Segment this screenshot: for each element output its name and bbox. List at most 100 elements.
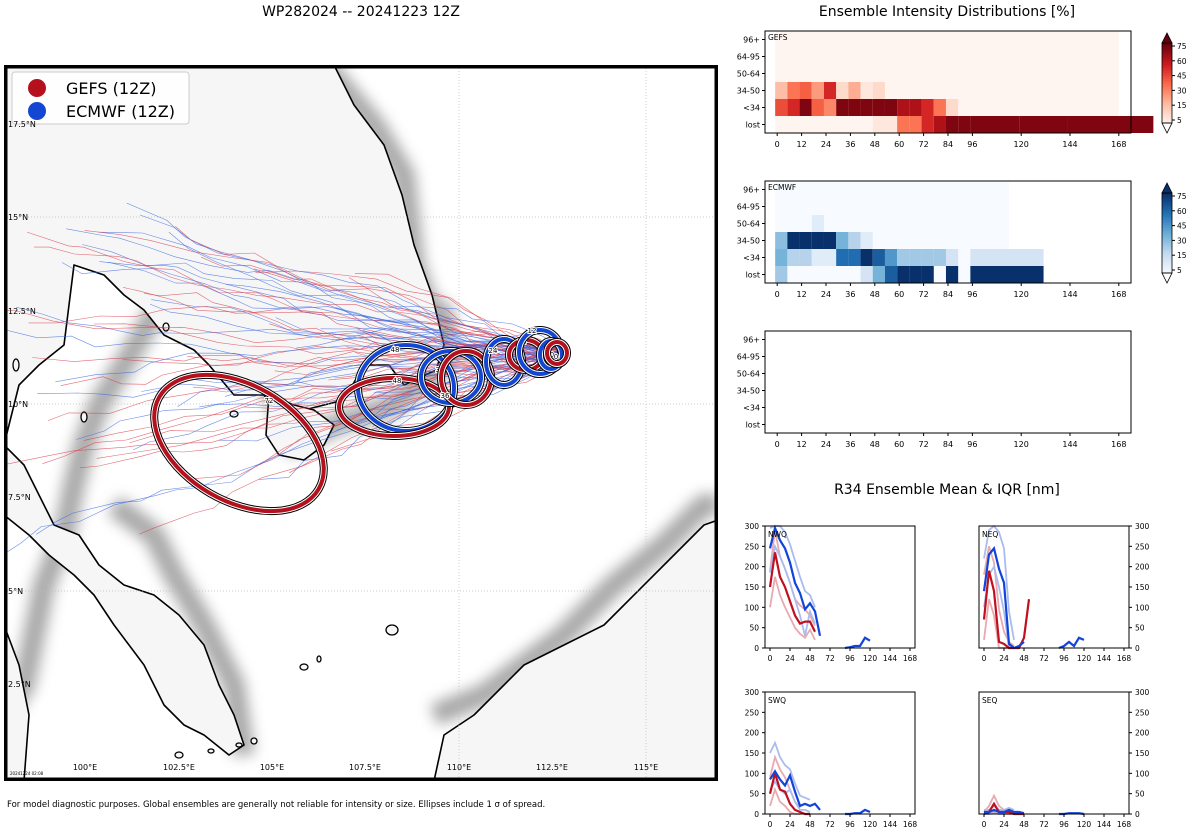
- x-tick-label: 24: [821, 440, 831, 449]
- r34-series-line: [983, 524, 1015, 641]
- heatmap-cell: [1104, 116, 1154, 133]
- heatmap-cell: [945, 116, 959, 133]
- lon-label: 115°E: [634, 763, 658, 772]
- ellipse-hour-label: 36: [441, 392, 450, 400]
- y-tick-label: 96+: [743, 36, 760, 45]
- colorbar-segment: [1162, 93, 1172, 96]
- colorbar-tick-label: 15: [1177, 251, 1187, 260]
- heatmap-cell: [897, 249, 910, 266]
- heatmap-cell: [884, 266, 898, 283]
- colorbar-segment: [1162, 109, 1172, 112]
- gefs-intensity-heatmap: 96+ 64-95 50-64 34-50 <34 lost 0 12 24 36 48 60 72 84…: [737, 30, 1187, 149]
- lon-label: 105°E: [260, 763, 284, 772]
- heatmap-cell: [1067, 116, 1117, 133]
- map-latitude-labels: 17.5°N 15°N 12.5°N 10°N 7.5°N 5°N 2.5°N: [8, 120, 36, 689]
- heatmap-cell: [884, 249, 898, 266]
- colorbar-segment: [1162, 101, 1172, 104]
- heatmap-cell: [799, 249, 812, 266]
- member-track: [16, 306, 560, 352]
- member-track: [200, 256, 560, 356]
- heatmap-cell: [921, 99, 934, 116]
- heatmap-cell: [945, 266, 959, 283]
- heatmap-frame: [764, 330, 1132, 434]
- x-tick-label: 120: [1014, 290, 1029, 299]
- y-tick-label: 34-50: [737, 87, 760, 96]
- r34-panel-label: NEQ: [982, 530, 998, 539]
- lon-label: 107.5°E: [349, 763, 381, 772]
- y-tick-label: 50: [749, 790, 759, 799]
- y-tick-label: 64-95: [737, 353, 760, 362]
- member-track: [177, 345, 560, 407]
- heatmap-cell: [787, 99, 800, 116]
- ellipse-hour-label: 0: [550, 351, 554, 359]
- y-tick-label: 300: [745, 688, 760, 697]
- intensity-title: Ensemble Intensity Distributions [%]: [818, 4, 1076, 20]
- colorbar-segment: [1162, 91, 1172, 94]
- heatmap-cell: [775, 266, 788, 283]
- x-tick-label: 144: [1097, 654, 1112, 663]
- colorbar-segment: [1162, 79, 1172, 82]
- colorbar-segment: [1162, 87, 1172, 90]
- colorbar-segment: [1162, 207, 1172, 210]
- heatmap-cell: [909, 116, 922, 133]
- heatmap-cell: [787, 82, 800, 99]
- colorbar-segment: [1162, 73, 1172, 76]
- y-tick-label: 50-64: [737, 70, 760, 79]
- colorbar-segment: [1162, 267, 1172, 270]
- heatmap-cell: [811, 82, 824, 99]
- heatmap-cell: [909, 99, 922, 116]
- lat-label: 5°N: [8, 587, 23, 596]
- heatmap-cell: [848, 99, 861, 116]
- heatmap-cell: [787, 249, 800, 266]
- r34-panel-frame: [978, 691, 1130, 815]
- colorbar-segment: [1162, 201, 1172, 204]
- x-tick-label: 12: [797, 290, 807, 299]
- y-tick-label: 100: [1135, 603, 1150, 612]
- colorbar-tick-label: 15: [1177, 101, 1187, 110]
- colorbar-segment: [1162, 259, 1172, 262]
- r34-series-line: [844, 636, 871, 650]
- y-tick-label: lost: [746, 121, 760, 130]
- x-tick-label: 24: [821, 290, 831, 299]
- map-legend: GEFS (12Z) ECMWF (12Z): [11, 71, 190, 125]
- x-tick-label: 72: [919, 440, 929, 449]
- colorbar-segment: [1162, 211, 1172, 214]
- member-track: [76, 355, 560, 440]
- colorbar-segment: [1162, 47, 1172, 50]
- x-tick-label: 96: [967, 290, 977, 299]
- x-tick-label: 168: [903, 820, 918, 829]
- colorbar-tick-label: 60: [1177, 57, 1187, 66]
- heatmap-cell: [909, 249, 922, 266]
- colorbar-segment: [1162, 219, 1172, 222]
- member-track: [80, 352, 560, 469]
- y-tick-label: lost: [746, 421, 760, 430]
- lon-label: 112.5°E: [536, 763, 568, 772]
- r34-series-line: [768, 524, 822, 637]
- x-tick-label: 0: [768, 654, 773, 663]
- colorbar-segment: [1162, 55, 1172, 58]
- x-tick-label: 144: [1062, 440, 1077, 449]
- colorbar-segment: [1162, 59, 1172, 62]
- colorbar-segment: [1162, 203, 1172, 206]
- lat-label: 2.5°N: [8, 680, 31, 689]
- x-tick-label: 96: [845, 654, 855, 663]
- heatmap-cell: [848, 82, 861, 99]
- colorbar-tick-label: 75: [1177, 42, 1187, 51]
- colorbar-segment: [1162, 255, 1172, 258]
- colorbar-segment: [1162, 239, 1172, 242]
- colorbar-segment: [1162, 245, 1172, 248]
- y-tick-label: 200: [1135, 729, 1150, 738]
- colorbar-segment: [1162, 63, 1172, 66]
- y-tick-label: 200: [745, 563, 760, 572]
- heatmap-cell: [836, 232, 849, 249]
- lat-label: 10°N: [8, 400, 28, 409]
- map-longitude-labels: 100°E 102.5°E 105°E 107.5°E 110°E 112.5°…: [73, 763, 658, 772]
- y-tick-label: 300: [1135, 688, 1150, 697]
- x-tick-label: 60: [894, 140, 904, 149]
- heatmap-cell: [994, 266, 1044, 283]
- x-tick-label: 168: [1117, 820, 1132, 829]
- colorbar-tick-label: 75: [1177, 192, 1187, 201]
- colorbar-tick-label: 5: [1177, 266, 1182, 275]
- colorbar-segment: [1162, 85, 1172, 88]
